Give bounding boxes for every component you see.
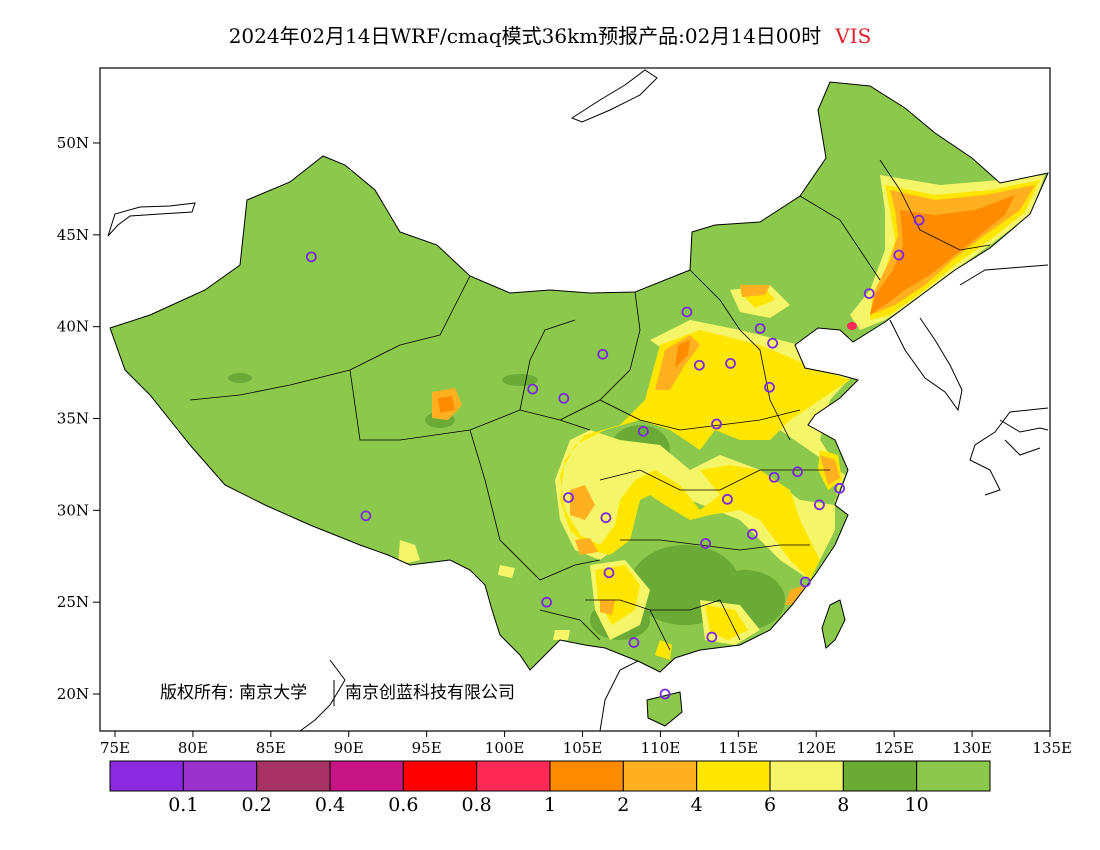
color-scale-label: 0.2: [241, 794, 272, 816]
station-marker: [305, 251, 317, 263]
lat-tick-label: 40N: [57, 318, 89, 336]
station-marker: [563, 492, 574, 503]
station-marker: [913, 214, 925, 226]
lon-tick-label: 135E: [1032, 739, 1072, 757]
lat-tick-label: 35N: [57, 410, 89, 428]
lon-tick-label: 95E: [412, 739, 442, 757]
lon-tick-label: 85E: [256, 739, 286, 757]
station-marker: [527, 383, 539, 395]
map-frame: [99, 67, 1051, 732]
lat-tick-label: 20N: [57, 685, 89, 703]
color-scale-swatch: [696, 760, 771, 792]
lat-tick-label: 45N: [57, 226, 89, 244]
station-marker: [722, 493, 733, 505]
vis-band-1-2: [438, 195, 1015, 413]
color-scale-swatch: [329, 760, 404, 792]
latitude-axis: 50N 45N 40N 35N 30N 25N 20N: [57, 134, 100, 703]
title-variable: VIS: [835, 24, 872, 48]
color-scale-swatch: [476, 760, 551, 792]
station-marker: [893, 249, 905, 261]
color-scale-label: 0.1: [168, 794, 199, 816]
station-markers: [305, 214, 925, 700]
color-scale-label: 0.4: [314, 794, 346, 816]
lon-tick-label: 80E: [178, 739, 208, 757]
station-marker: [541, 596, 553, 608]
color-scale-swatch: [256, 760, 331, 792]
color-scale-label: 0.6: [388, 794, 419, 816]
station-marker: [637, 425, 649, 437]
color-scale-label: 4: [690, 794, 703, 816]
station-marker: [813, 499, 825, 511]
station-marker: [360, 510, 372, 522]
color-scale-bar: [109, 760, 991, 792]
color-scale-label: 6: [763, 794, 777, 816]
station-marker: [558, 392, 570, 404]
station-marker: [628, 637, 640, 648]
station-marker: [764, 381, 775, 393]
lat-tick-label: 30N: [57, 501, 89, 519]
station-marker: [768, 471, 780, 483]
station-marker: [600, 512, 612, 524]
lon-tick-label: 105E: [563, 739, 603, 757]
station-marker: [693, 359, 705, 371]
lon-tick-label: 100E: [485, 739, 525, 757]
station-marker: [700, 537, 712, 549]
station-marker: [834, 482, 846, 494]
station-marker: [863, 288, 875, 300]
color-scale-label: 8: [837, 794, 850, 816]
color-scale-swatch: [842, 760, 918, 792]
station-marker: [746, 528, 758, 540]
station-marker: [767, 337, 779, 349]
station-marker: [597, 348, 609, 360]
station-marker: [603, 567, 615, 579]
color-scale-swatch: [549, 760, 624, 792]
station-marker: [659, 688, 671, 700]
coastlines: [107, 69, 1049, 731]
color-scale-swatch: [622, 760, 698, 792]
lon-tick-label: 120E: [796, 739, 836, 757]
station-marker: [799, 576, 811, 588]
color-scale-label: 10: [904, 794, 929, 816]
color-scale-swatch: [916, 760, 991, 792]
lon-tick-label: 130E: [952, 739, 992, 757]
vis-band-0.8-1: [847, 322, 857, 330]
lat-tick-label: 50N: [57, 134, 89, 152]
map-title: 2024年02月14日WRF/cmaq模式36km预报产品:02月14日00时 V…: [0, 20, 1100, 49]
station-marker: [754, 323, 766, 334]
title-text: 2024年02月14日WRF/cmaq模式36km预报产品:02月14日00时: [228, 24, 822, 48]
lon-tick-label: 110E: [641, 739, 681, 757]
copyright-text: 版权所有: 南京大学: [160, 683, 307, 703]
color-scale-swatch: [109, 760, 184, 792]
lat-tick-label: 25N: [57, 593, 89, 611]
color-scale-swatch: [182, 760, 258, 792]
color-scale-label: 1: [543, 794, 557, 816]
lon-tick-label: 90E: [334, 739, 364, 757]
lon-tick-label: 115E: [719, 739, 759, 757]
station-marker: [681, 306, 693, 318]
longitude-axis: 75E 80E 85E 90E 95E 100E 105E 110E 115E 120E 125E 1…: [100, 731, 1072, 757]
station-marker: [792, 466, 803, 478]
lon-tick-label: 75E: [100, 739, 130, 757]
province-borders: [189, 159, 991, 651]
station-marker: [706, 631, 718, 643]
station-marker: [725, 357, 736, 369]
color-scale-label: 2: [617, 794, 630, 816]
color-scale-label: 0.8: [461, 794, 492, 816]
station-marker: [711, 418, 722, 430]
color-scale-swatch: [402, 760, 478, 792]
color-scale-swatch: [769, 760, 844, 792]
copyright-text-2: 南京创蓝科技有限公司: [345, 683, 515, 703]
lon-tick-label: 125E: [874, 739, 914, 757]
